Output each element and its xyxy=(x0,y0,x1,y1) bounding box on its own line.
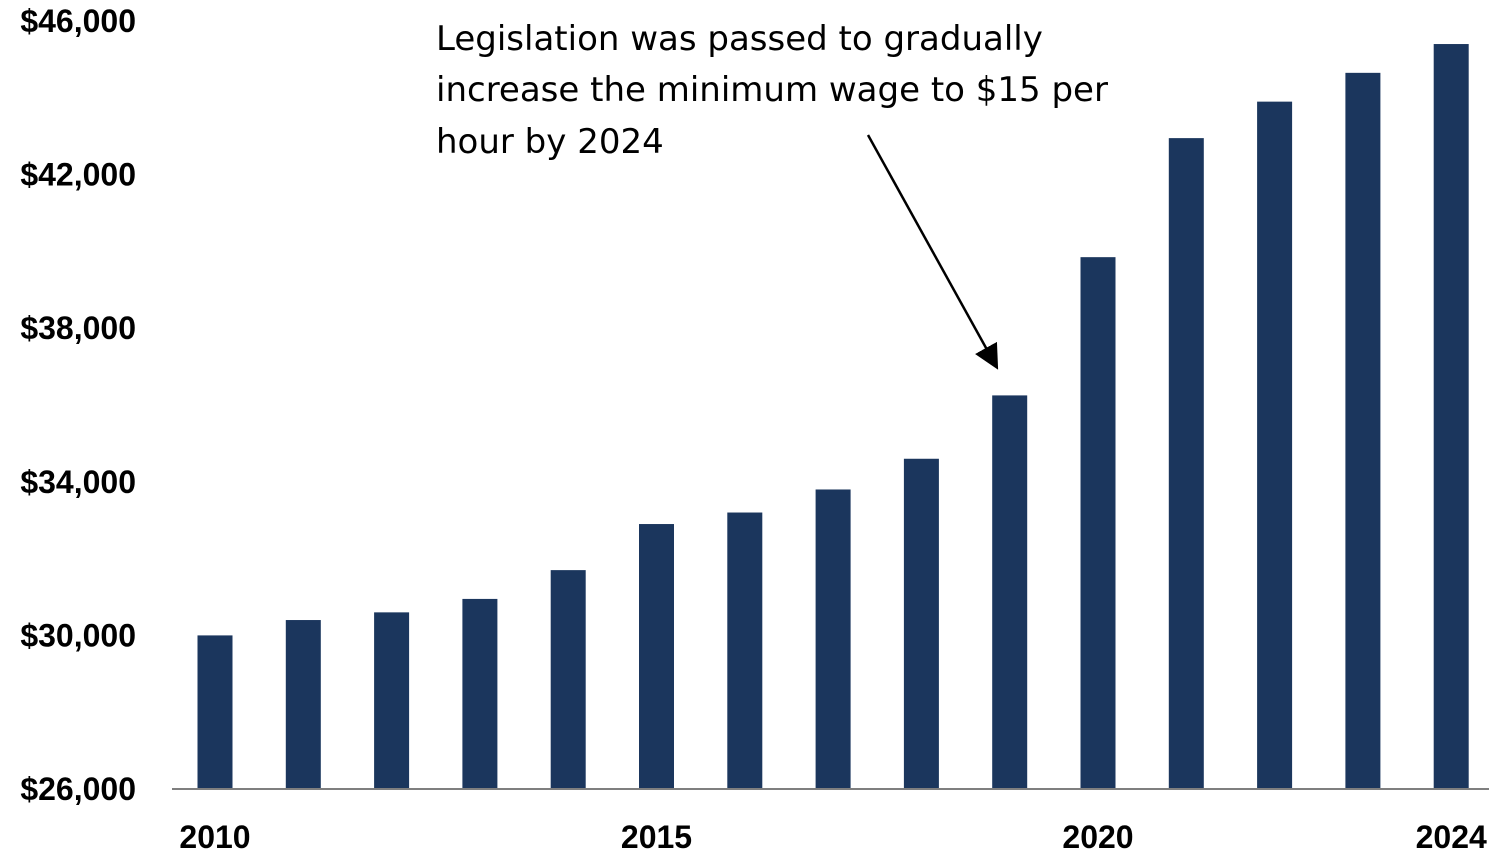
x-tick-label: 2010 xyxy=(179,819,250,852)
bar-2021 xyxy=(1168,138,1204,789)
x-axis-tick-labels: 2010 2015 2020 2024 xyxy=(179,819,1487,852)
annotation-line-3: hour by 2024 xyxy=(436,122,664,162)
annotation-line-2: increase the minimum wage to $15 per xyxy=(436,70,1108,110)
bar-2019 xyxy=(992,395,1028,789)
x-tick-label: 2020 xyxy=(1062,819,1133,852)
y-axis-tick-labels: $26,000 $30,000 $34,000 $38,000 $42,000 $46,0… xyxy=(20,3,136,807)
annotation-line-1: Legislation was passed to gradually xyxy=(436,19,1043,59)
x-tick-label: 2024 xyxy=(1416,819,1487,852)
x-tick-label: 2015 xyxy=(621,819,692,852)
bar-2010 xyxy=(197,635,233,789)
bar-2020 xyxy=(1080,257,1116,789)
bar-series xyxy=(197,44,1469,790)
y-tick-label: $26,000 xyxy=(20,771,136,807)
y-tick-label: $38,000 xyxy=(20,310,136,346)
annotation: Legislation was passed to gradually incr… xyxy=(436,19,1108,370)
y-tick-label: $34,000 xyxy=(20,464,136,500)
bar-2011 xyxy=(285,620,321,789)
bar-2015 xyxy=(639,524,674,789)
bar-2017 xyxy=(815,489,851,789)
y-tick-label: $42,000 xyxy=(20,157,136,193)
bar-2022 xyxy=(1257,101,1293,789)
y-tick-label: $46,000 xyxy=(20,3,136,39)
bar-2016 xyxy=(727,512,763,789)
bar-2014 xyxy=(550,570,586,789)
annotation-arrow xyxy=(866,134,999,370)
bar-2018 xyxy=(903,458,939,789)
bar-2012 xyxy=(374,612,410,789)
y-tick-label: $30,000 xyxy=(20,617,136,653)
bar-2023 xyxy=(1345,72,1381,790)
bar-2013 xyxy=(462,598,498,789)
bar-2024 xyxy=(1433,44,1469,790)
